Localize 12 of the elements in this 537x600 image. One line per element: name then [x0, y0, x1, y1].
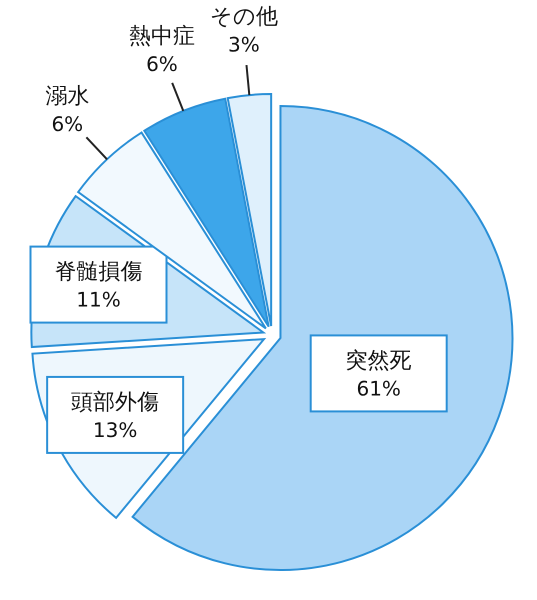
slice-label: 熱中症 — [128, 24, 195, 49]
slice-label: 突然死 — [346, 348, 412, 374]
data-label: 3% — [228, 32, 260, 56]
data-label: 11% — [76, 288, 121, 312]
data-label: 13% — [92, 418, 138, 442]
slice-label: 脊髄損傷 — [54, 260, 142, 285]
slice-label: 溺水 — [45, 84, 90, 110]
slice-label: 頭部外傷 — [71, 390, 160, 415]
slice-label: その他 — [210, 4, 278, 30]
data-label: 61% — [356, 376, 401, 400]
data-label: 6% — [51, 112, 84, 136]
data-label: 6% — [146, 52, 178, 76]
